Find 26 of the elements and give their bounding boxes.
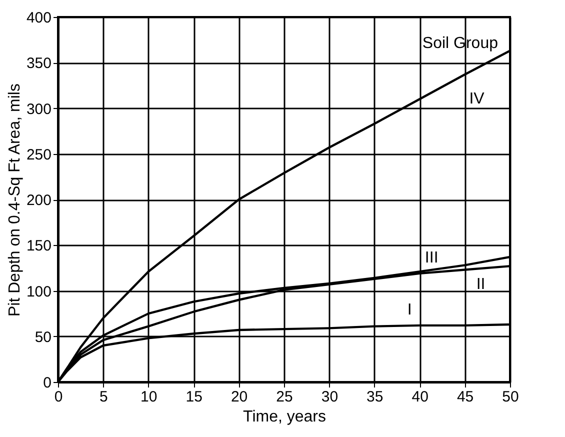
x-tick-label: 10 — [140, 388, 158, 406]
y-tick-label: 300 — [26, 100, 52, 118]
y-tick-label: 400 — [26, 10, 52, 26]
x-tick-label: 5 — [100, 388, 108, 406]
y-tick-label: 0 — [43, 374, 52, 392]
x-tick-label: 45 — [456, 388, 474, 406]
x-tick-label: 35 — [366, 388, 384, 406]
series-label: II — [476, 276, 486, 293]
y-tick-label: 50 — [34, 328, 52, 346]
y-tick-label: 350 — [26, 55, 52, 72]
x-tick-label: 40 — [412, 388, 428, 406]
x-tick-label: 30 — [321, 388, 338, 406]
series-label: I — [407, 301, 412, 318]
y-tick-label: 150 — [26, 238, 52, 255]
x-tick-label: 20 — [230, 388, 248, 406]
x-tick-label: 25 — [276, 388, 293, 406]
x-axis-title: Time, years — [243, 408, 326, 426]
y-tick-label: 200 — [26, 192, 52, 209]
x-tick-label: 50 — [502, 388, 519, 406]
y-axis-title: Pit Depth on 0.4-Sq Ft Area, mils — [6, 84, 24, 316]
x-tick-label: 15 — [186, 388, 202, 406]
series-label: III — [424, 250, 438, 267]
x-tick-label: 0 — [54, 388, 63, 406]
series-label: IV — [469, 90, 485, 108]
y-tick-label: 250 — [26, 146, 52, 164]
y-tick-label: 100 — [26, 283, 52, 300]
